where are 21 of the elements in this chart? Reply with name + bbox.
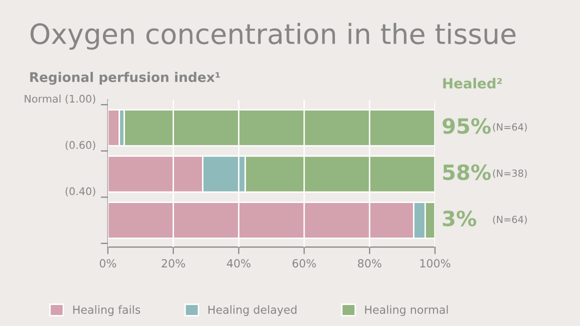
text: Normal (1.00) (24, 94, 96, 104)
text: (N=64) (493, 216, 527, 224)
text: (0.40) (66, 187, 96, 196)
y-axis-title: Regional perfusion index¹ (30, 72, 220, 85)
text: (N=38) (493, 169, 527, 178)
text: (N=64) (493, 123, 527, 132)
y2-axis-title: Healed² (443, 78, 502, 89)
data-label: 58% (443, 164, 491, 180)
legend-label: Healing delayed (208, 305, 296, 316)
legend-label: Healing normal (365, 305, 448, 316)
data-label: 3% (442, 210, 476, 226)
data-label: 95% (442, 118, 491, 134)
x-tick-label: 20% (162, 259, 186, 268)
legend-label: Healing fails (73, 305, 140, 316)
x-tick-label: 100% (420, 259, 450, 268)
text: (0.60) (66, 140, 96, 150)
chart-title: Oxygen concentration in the tissue (30, 22, 516, 50)
x-tick-label: 80% (358, 259, 382, 268)
x-tick-label: 60% (292, 259, 316, 268)
x-tick-label: 40% (226, 259, 250, 268)
x-tick-label: 0% (100, 259, 116, 268)
